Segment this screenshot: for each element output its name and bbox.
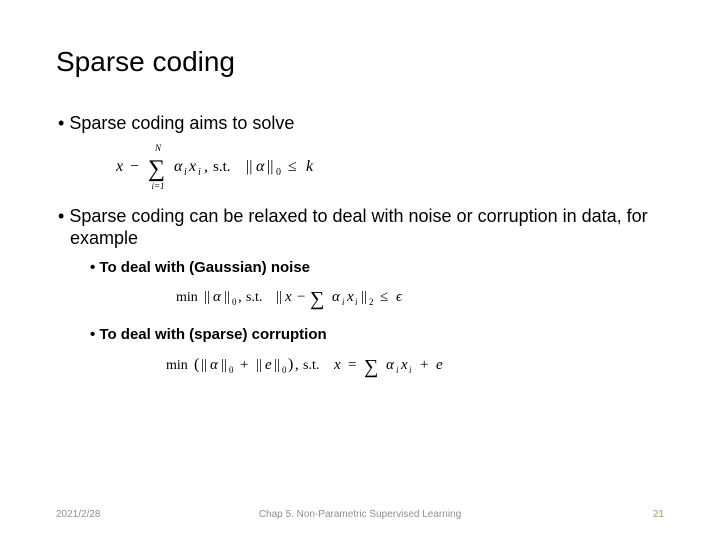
- svg-text:i: i: [184, 167, 187, 178]
- svg-text:k: k: [306, 158, 314, 175]
- slide-title: Sparse coding: [56, 46, 664, 78]
- footer-date: 2021/2/28: [56, 509, 101, 520]
- svg-text:N: N: [154, 143, 162, 153]
- svg-text:||: ||: [246, 158, 252, 175]
- svg-text:||: ||: [274, 357, 280, 373]
- svg-text:||: ||: [276, 289, 282, 305]
- svg-text:∑: ∑: [364, 356, 378, 378]
- svg-text:∑: ∑: [310, 288, 324, 310]
- equation-sparse-corruption: min ( || α || 0 + || e || 0 ) , s.t. x =…: [166, 351, 664, 381]
- svg-text:i: i: [355, 297, 358, 307]
- svg-text:i: i: [396, 365, 399, 375]
- svg-text:=: =: [348, 357, 356, 373]
- svg-text:i: i: [198, 167, 201, 178]
- svg-text:): ): [288, 356, 293, 373]
- svg-text:,: ,: [295, 357, 299, 373]
- svg-text:2: 2: [369, 297, 374, 307]
- footer: 2021/2/28 Chap 5. Non-Parametric Supervi…: [0, 509, 720, 520]
- svg-text:0: 0: [276, 167, 281, 178]
- svg-text:x: x: [400, 357, 408, 373]
- svg-text:,: ,: [238, 289, 242, 305]
- svg-text:ϵ: ϵ: [396, 289, 403, 305]
- svg-text:||: ||: [221, 357, 227, 373]
- svg-text:≤: ≤: [288, 158, 297, 175]
- svg-text:x: x: [346, 289, 354, 305]
- svg-text:s.t.: s.t.: [213, 159, 231, 175]
- svg-text:||: ||: [267, 158, 273, 175]
- svg-text:||: ||: [204, 289, 210, 305]
- svg-text:min: min: [176, 290, 198, 305]
- svg-text:α: α: [332, 289, 341, 305]
- svg-text:0: 0: [282, 365, 287, 375]
- svg-text:min: min: [166, 358, 188, 373]
- bullet-gaussian: To deal with (Gaussian) noise: [90, 258, 664, 278]
- svg-text:||: ||: [361, 289, 367, 305]
- svg-text:0: 0: [229, 365, 234, 375]
- bullet-relaxed: Sparse coding can be relaxed to deal wit…: [56, 205, 664, 250]
- svg-text:x: x: [333, 357, 341, 373]
- svg-text:0: 0: [232, 297, 237, 307]
- bullet-sparse-corruption: To deal with (sparse) corruption: [90, 325, 664, 345]
- svg-text:i: i: [342, 297, 345, 307]
- svg-text:||: ||: [256, 357, 262, 373]
- svg-text:s.t.: s.t.: [246, 290, 262, 305]
- svg-text:−: −: [297, 289, 305, 305]
- svg-text:i: i: [409, 365, 412, 375]
- svg-text:α: α: [174, 158, 183, 175]
- svg-text:x: x: [116, 158, 123, 175]
- svg-text:x: x: [188, 158, 196, 175]
- svg-text:||: ||: [224, 289, 230, 305]
- svg-text:−: −: [130, 158, 139, 175]
- svg-text:(: (: [194, 356, 199, 373]
- svg-text:α: α: [213, 289, 222, 305]
- bullet-aims: Sparse coding aims to solve: [56, 112, 664, 135]
- svg-text:+: +: [240, 357, 248, 373]
- svg-text:≤: ≤: [380, 289, 388, 305]
- svg-text:e: e: [436, 357, 443, 373]
- svg-text:α: α: [256, 158, 265, 175]
- svg-text:∑: ∑: [148, 156, 165, 182]
- svg-text:,: ,: [204, 158, 208, 175]
- footer-page-number: 21: [653, 509, 664, 520]
- svg-text:||: ||: [201, 357, 207, 373]
- svg-text:i=1: i=1: [151, 181, 164, 191]
- slide: Sparse coding Sparse coding aims to solv…: [0, 0, 720, 540]
- svg-text:x: x: [284, 289, 292, 305]
- equation-gaussian-noise: min || α || 0 , s.t. || x − ∑ α i x i ||…: [176, 283, 664, 313]
- svg-text:α: α: [210, 357, 219, 373]
- footer-chapter: Chap 5. Non-Parametric Supervised Learni…: [0, 509, 720, 520]
- svg-text:α: α: [386, 357, 395, 373]
- svg-text:+: +: [420, 357, 428, 373]
- svg-text:e: e: [265, 357, 272, 373]
- equation-sparse-coding: x − N ∑ i=1 α i x i , s.t. || α || 0 ≤ k: [116, 143, 664, 191]
- svg-text:s.t.: s.t.: [303, 358, 319, 373]
